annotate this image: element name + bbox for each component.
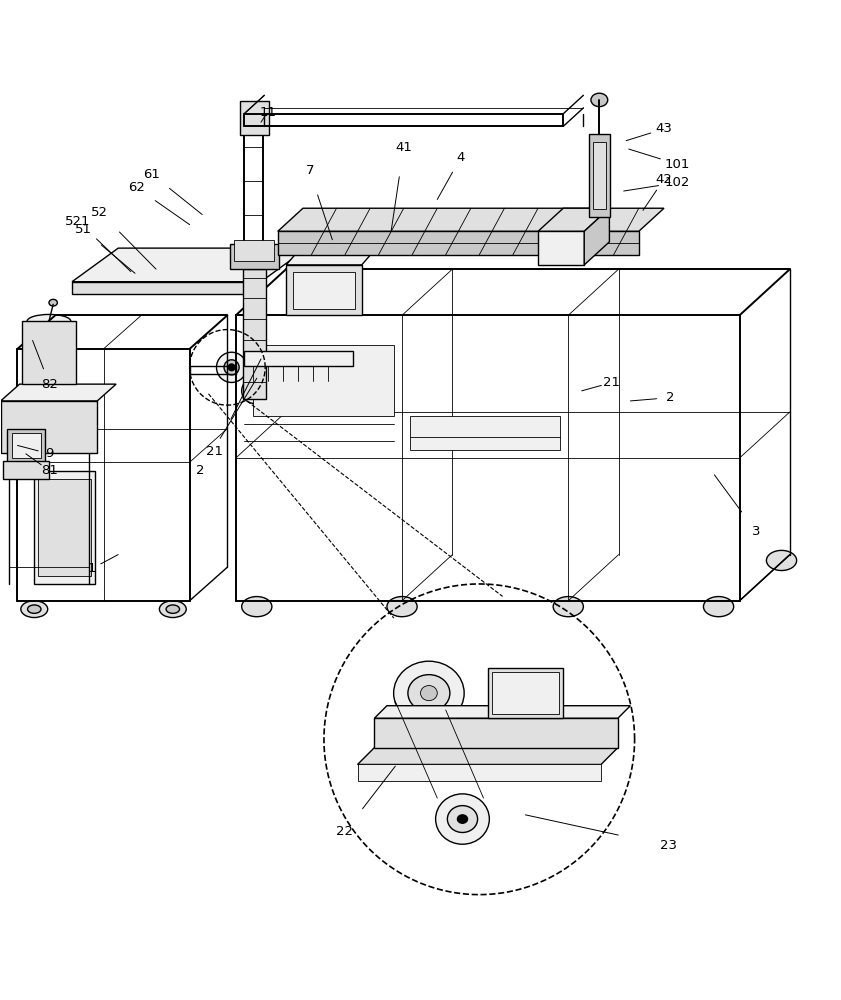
Ellipse shape — [529, 692, 539, 699]
Ellipse shape — [18, 439, 34, 452]
Ellipse shape — [241, 597, 272, 617]
Polygon shape — [538, 231, 584, 265]
Polygon shape — [1, 401, 98, 453]
Bar — [593, 142, 606, 209]
Text: 3: 3 — [752, 525, 760, 538]
Ellipse shape — [703, 597, 733, 617]
Text: 11: 11 — [259, 106, 276, 119]
Ellipse shape — [228, 364, 235, 371]
Ellipse shape — [458, 815, 468, 823]
Text: 41: 41 — [395, 141, 412, 154]
Ellipse shape — [262, 379, 272, 386]
Ellipse shape — [323, 379, 333, 386]
Bar — [39, 479, 91, 576]
Bar — [590, 134, 611, 217]
Ellipse shape — [248, 385, 260, 397]
Ellipse shape — [529, 681, 539, 688]
Ellipse shape — [21, 601, 48, 618]
Ellipse shape — [553, 597, 584, 617]
Text: 4: 4 — [457, 151, 465, 164]
Polygon shape — [286, 240, 383, 265]
Polygon shape — [1, 384, 116, 401]
Bar — [252, 345, 394, 416]
Ellipse shape — [766, 550, 796, 571]
Polygon shape — [278, 208, 664, 231]
Polygon shape — [293, 272, 355, 309]
Text: 51: 51 — [75, 223, 92, 236]
Text: 21: 21 — [604, 376, 621, 389]
Polygon shape — [584, 208, 610, 265]
Bar — [234, 240, 274, 261]
Ellipse shape — [160, 601, 186, 618]
Text: 102: 102 — [664, 176, 690, 189]
Bar — [12, 433, 41, 458]
Text: 43: 43 — [655, 122, 673, 135]
Text: 42: 42 — [655, 173, 673, 186]
Ellipse shape — [59, 567, 86, 584]
Polygon shape — [72, 248, 307, 282]
Polygon shape — [357, 764, 601, 781]
Bar — [242, 269, 266, 399]
Ellipse shape — [293, 379, 303, 386]
Polygon shape — [357, 748, 618, 764]
Ellipse shape — [394, 661, 464, 725]
Bar — [34, 471, 95, 584]
Ellipse shape — [216, 352, 246, 382]
Bar — [488, 668, 563, 718]
Ellipse shape — [308, 379, 318, 386]
Text: 101: 101 — [664, 158, 690, 171]
Bar — [22, 321, 77, 384]
Text: 23: 23 — [659, 839, 677, 852]
Polygon shape — [286, 265, 362, 315]
Ellipse shape — [28, 605, 41, 613]
Polygon shape — [278, 231, 639, 255]
Bar — [3, 461, 50, 479]
Ellipse shape — [167, 263, 177, 270]
Polygon shape — [538, 208, 610, 231]
Ellipse shape — [278, 379, 288, 386]
Text: 2: 2 — [196, 464, 204, 477]
Text: 61: 61 — [143, 168, 161, 181]
Bar — [240, 101, 269, 135]
Text: 2: 2 — [666, 391, 675, 404]
Text: 7: 7 — [305, 164, 314, 177]
Ellipse shape — [533, 728, 543, 737]
Ellipse shape — [449, 728, 459, 737]
Ellipse shape — [27, 314, 71, 328]
Text: 1: 1 — [87, 562, 96, 575]
Polygon shape — [374, 706, 631, 718]
Text: 81: 81 — [41, 464, 58, 477]
Ellipse shape — [592, 728, 602, 737]
Text: 22: 22 — [336, 825, 353, 838]
Ellipse shape — [408, 675, 450, 712]
Bar — [244, 351, 353, 366]
Ellipse shape — [167, 605, 179, 613]
Text: 52: 52 — [92, 206, 108, 219]
Text: 9: 9 — [45, 447, 54, 460]
Text: 21: 21 — [206, 445, 224, 458]
Bar — [492, 672, 559, 714]
Ellipse shape — [420, 686, 437, 701]
Ellipse shape — [241, 378, 267, 403]
Text: 82: 82 — [41, 378, 58, 391]
Ellipse shape — [529, 704, 539, 711]
Ellipse shape — [447, 806, 478, 832]
Ellipse shape — [436, 794, 489, 844]
Bar — [410, 416, 560, 450]
Text: 521: 521 — [66, 215, 91, 228]
Ellipse shape — [224, 360, 239, 375]
Polygon shape — [374, 718, 618, 748]
Ellipse shape — [49, 299, 57, 306]
Polygon shape — [72, 282, 261, 294]
Bar — [230, 244, 278, 269]
Ellipse shape — [387, 597, 417, 617]
Bar — [8, 429, 45, 462]
Text: 62: 62 — [129, 181, 145, 194]
Ellipse shape — [247, 379, 257, 386]
Ellipse shape — [591, 93, 608, 107]
Ellipse shape — [163, 260, 182, 273]
